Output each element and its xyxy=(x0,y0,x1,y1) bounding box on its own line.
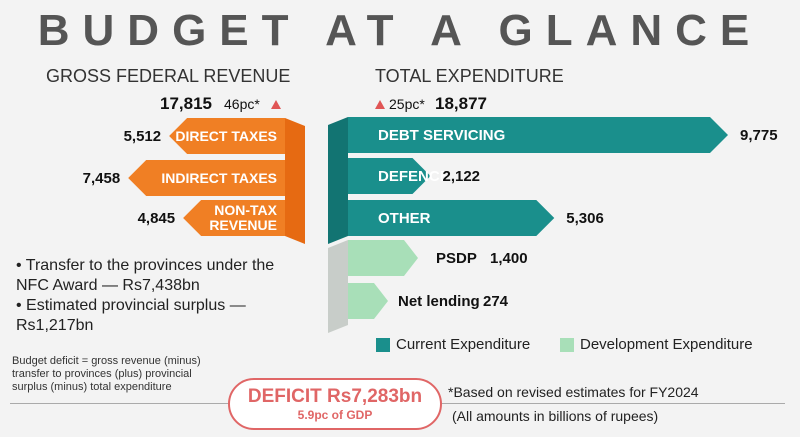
expenditure-bar-net-lending xyxy=(348,283,388,319)
revenue-bar-non-tax-revenue xyxy=(183,200,285,236)
expenditure-bar-label: PSDP xyxy=(436,250,477,267)
expenditure-total: 18,877 xyxy=(435,94,487,113)
expenditure-value-label: 274 xyxy=(483,293,509,310)
expenditure-value-label: 1,400 xyxy=(490,250,528,267)
expenditure-bar-defence xyxy=(348,158,431,194)
footnote-units: (All amounts in billions of rupees) xyxy=(452,408,659,424)
expenditure-bar-other xyxy=(348,200,555,236)
revenue-value-label: 4,845 xyxy=(138,210,176,227)
bullet-provincial-surplus: • Estimated provincial surplus — Rs1,217… xyxy=(16,297,246,334)
expenditure-value-label: 2,122 xyxy=(442,168,480,185)
expenditure-bar-psdp xyxy=(348,240,418,276)
bullet-transfer: • Transfer to the provinces under the NF… xyxy=(16,257,275,294)
deficit-box: DEFICIT Rs7,283bn 5.9pc of GDP xyxy=(228,378,442,430)
deficit-gdp-share: 5.9pc of GDP xyxy=(297,408,373,422)
footnote-revised-estimates: *Based on revised estimates for FY2024 xyxy=(448,384,699,400)
revenue-change: 46pc* xyxy=(224,96,260,112)
page-title: BUDGET AT A GLANCE xyxy=(37,6,763,55)
development-bar-side xyxy=(328,240,348,333)
revenue-bar-label: NON-TAX xyxy=(214,202,277,218)
expenditure-bar-label: Net lending xyxy=(398,293,480,310)
legend-development-label: Development Expenditure xyxy=(580,336,753,353)
revenue-bar-label: INDIRECT TAXES xyxy=(161,170,277,186)
legend-current-swatch xyxy=(376,338,390,352)
revenue-bar-label: REVENUE xyxy=(209,217,277,233)
expenditure-up-triangle-icon xyxy=(375,100,385,109)
legend-development-swatch xyxy=(560,338,574,352)
revenue-bar-label: DIRECT TAXES xyxy=(175,128,277,144)
expenditure-bar-label: OTHER xyxy=(378,210,431,227)
current-bar-side xyxy=(328,117,348,244)
revenue-value-label: 7,458 xyxy=(83,170,121,187)
revenue-value-label: 5,512 xyxy=(124,128,162,145)
revenue-bar-direct-taxes xyxy=(169,118,285,154)
expenditure-value-label: 9,775 xyxy=(740,127,778,144)
expenditure-change: 25pc* xyxy=(389,96,425,112)
expenditure-bar-label: DEBT SERVICING xyxy=(378,127,505,144)
revenue-bar-side xyxy=(285,118,305,244)
deficit-formula-note: Budget deficit = gross revenue (minus) t… xyxy=(12,355,201,393)
expenditure-heading: TOTAL EXPENDITURE xyxy=(375,66,564,86)
revenue-bar-indirect-taxes xyxy=(128,160,285,196)
expenditure-bar-debt-servicing xyxy=(348,117,728,153)
revenue-up-triangle-icon xyxy=(271,100,281,109)
revenue-total: 17,815 xyxy=(160,94,212,113)
revenue-heading: GROSS FEDERAL REVENUE xyxy=(46,66,291,86)
deficit-amount: DEFICIT Rs7,283bn xyxy=(247,386,423,407)
expenditure-bar-label: DEFENCE xyxy=(378,168,450,185)
legend-current-label: Current Expenditure xyxy=(396,336,531,353)
expenditure-value-label: 5,306 xyxy=(566,210,604,227)
